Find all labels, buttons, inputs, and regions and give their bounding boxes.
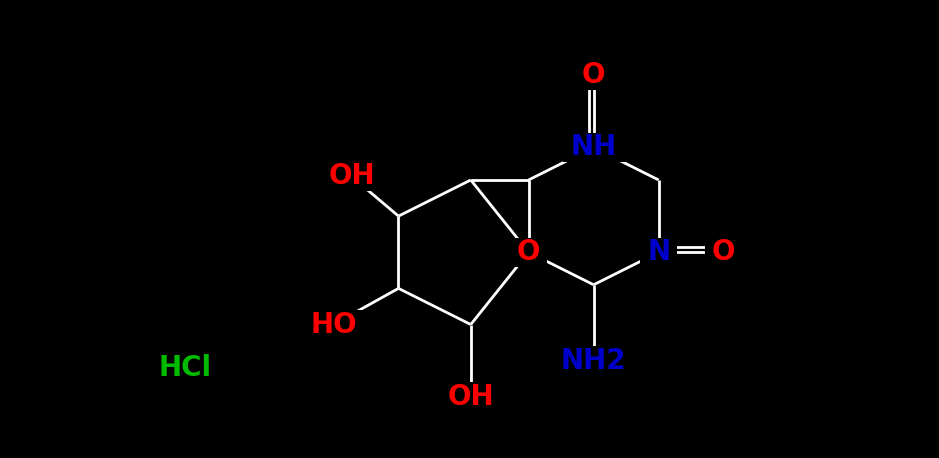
- FancyBboxPatch shape: [439, 382, 501, 411]
- FancyBboxPatch shape: [302, 310, 364, 339]
- Text: HO: HO: [310, 311, 357, 338]
- Text: HCl: HCl: [159, 354, 212, 382]
- Text: NH: NH: [571, 133, 617, 162]
- Text: O: O: [582, 61, 606, 89]
- FancyBboxPatch shape: [510, 238, 547, 267]
- Text: NH2: NH2: [561, 347, 626, 375]
- Text: OH: OH: [329, 163, 375, 191]
- FancyBboxPatch shape: [705, 238, 742, 267]
- Text: N: N: [647, 238, 670, 266]
- FancyBboxPatch shape: [562, 133, 624, 162]
- FancyBboxPatch shape: [320, 162, 382, 191]
- FancyBboxPatch shape: [576, 61, 612, 90]
- Text: O: O: [712, 238, 735, 266]
- FancyBboxPatch shape: [640, 238, 677, 267]
- FancyBboxPatch shape: [142, 354, 229, 382]
- Text: OH: OH: [448, 383, 494, 411]
- FancyBboxPatch shape: [550, 346, 638, 375]
- Text: O: O: [516, 238, 540, 266]
